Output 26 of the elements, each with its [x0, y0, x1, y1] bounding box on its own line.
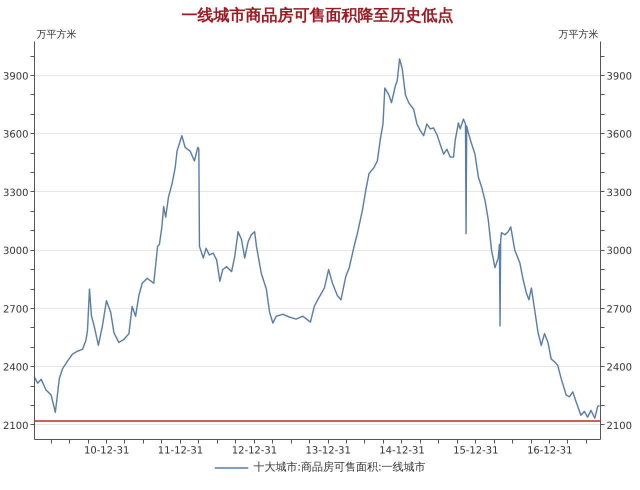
y-tick-label: 3000	[3, 246, 29, 258]
y2-tick-label: 3900	[606, 71, 632, 82]
x-tick-label: 15-12-31	[453, 446, 498, 456]
x-tick-label: 11-12-31	[158, 446, 204, 456]
legend-label: 十大城市:商品房可售面积:一线城市	[253, 460, 426, 474]
y2-tick-label: 3300	[606, 188, 632, 199]
y2-tick-label: 2400	[606, 362, 632, 374]
y2-tick-label: 3600	[606, 130, 632, 141]
y-tick-label: 3600	[3, 130, 29, 141]
y-axis-title: 万平方米	[36, 28, 76, 40]
chart-title: 一线城市商品房可售面积降至历史低点	[182, 6, 454, 24]
x-tick-label: 12-12-31	[232, 446, 278, 456]
x-tick-label: 10-12-31	[84, 446, 130, 456]
y-tick-label: 2400	[3, 362, 29, 374]
y-tick-label: 3300	[3, 188, 29, 199]
y-tick-label: 2700	[3, 304, 29, 316]
y-tick-label: 3900	[3, 71, 29, 82]
y2-tick-label: 3000	[606, 246, 632, 258]
y2-axis-title: 万平方米	[558, 28, 598, 40]
y2-tick-label: 2100	[606, 420, 632, 432]
x-tick-label: 14-12-31	[379, 446, 425, 456]
x-tick-label: 13-12-31	[306, 446, 351, 456]
y-tick-label: 2100	[3, 420, 29, 432]
x-tick-label: 16-12-31	[527, 446, 572, 456]
line-series	[34, 58, 600, 419]
y2-tick-label: 2700	[606, 304, 632, 316]
